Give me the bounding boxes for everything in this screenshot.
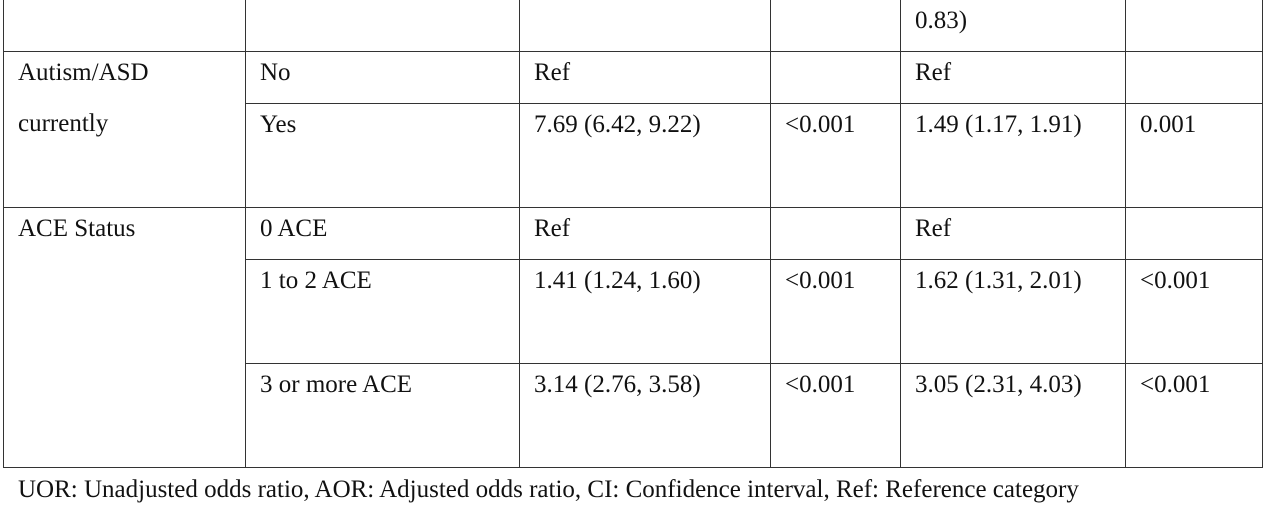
uor-p-cell bbox=[770, 0, 901, 52]
aor-cell-text: 1.49 (1.17, 1.91) bbox=[915, 111, 1082, 138]
table-row: 0.83) bbox=[3, 0, 1263, 52]
aor-cell: Ref bbox=[900, 207, 1126, 260]
uor-cell: Ref bbox=[519, 51, 771, 104]
aor-p-cell bbox=[1125, 51, 1263, 104]
level-cell bbox=[245, 0, 520, 52]
level-cell-text: 0 ACE bbox=[260, 215, 328, 242]
table-row: Autism/ASD currently No Ref Ref bbox=[3, 51, 1263, 208]
aor-p-cell: <0.001 bbox=[1125, 363, 1263, 468]
uor-p-cell-text: <0.001 bbox=[785, 371, 856, 398]
aor-p-cell bbox=[1125, 207, 1263, 260]
aor-cell: 3.05 (2.31, 4.03) bbox=[900, 363, 1126, 468]
level-cell: 3 or more ACE bbox=[245, 363, 520, 468]
aor-cell-text: Ref bbox=[915, 215, 952, 242]
group-cell: Autism/ASD currently bbox=[3, 51, 246, 208]
uor-cell-text: 1.41 (1.24, 1.60) bbox=[534, 267, 701, 294]
results-table: 0.83) Autism/ASD currently No Ref Ref Yes 7.69… bbox=[3, 0, 1263, 468]
aor-cell-text: 1.62 (1.31, 2.01) bbox=[915, 267, 1082, 294]
uor-p-cell: <0.001 bbox=[770, 363, 901, 468]
level-cell: No bbox=[245, 51, 520, 104]
group-cell bbox=[3, 0, 246, 52]
aor-p-cell: <0.001 bbox=[1125, 259, 1263, 364]
level-cell-text: 3 or more ACE bbox=[260, 371, 413, 398]
group-cell-text: ACE Status bbox=[18, 215, 136, 242]
uor-p-cell: <0.001 bbox=[770, 103, 901, 208]
uor-cell: 7.69 (6.42, 9.22) bbox=[519, 103, 771, 208]
uor-p-cell bbox=[770, 207, 901, 260]
uor-cell-text: 3.14 (2.76, 3.58) bbox=[534, 371, 701, 398]
level-cell-text: No bbox=[260, 59, 291, 86]
uor-cell-text: Ref bbox=[534, 215, 571, 242]
aor-p-cell-text: <0.001 bbox=[1140, 267, 1211, 294]
aor-p-cell bbox=[1125, 0, 1263, 52]
uor-cell: 3.14 (2.76, 3.58) bbox=[519, 363, 771, 468]
aor-p-cell-text: 0.001 bbox=[1140, 111, 1197, 138]
table-row: 1 to 2 ACE 1.41 (1.24, 1.60) <0.001 1.62 (1… bbox=[4, 259, 1263, 364]
level-cell-text: 1 to 2 ACE bbox=[260, 267, 372, 294]
aor-cell: 0.83) bbox=[900, 0, 1126, 52]
level-cell: Yes bbox=[245, 103, 520, 208]
uor-cell: 1.41 (1.24, 1.60) bbox=[519, 259, 771, 364]
aor-cell: Ref bbox=[900, 51, 1126, 104]
uor-p-cell bbox=[770, 51, 901, 104]
uor-p-cell-text: <0.001 bbox=[785, 267, 856, 294]
aor-cell-text: 0.83) bbox=[915, 7, 968, 34]
uor-p-cell: <0.001 bbox=[770, 259, 901, 364]
group-cell: ACE Status bbox=[3, 207, 246, 468]
level-cell-text: Yes bbox=[260, 111, 297, 138]
group-cell-text: Autism/ASD currently bbox=[18, 59, 149, 137]
aor-cell-text: Ref bbox=[915, 59, 952, 86]
aor-cell-text: 3.05 (2.31, 4.03) bbox=[915, 371, 1082, 398]
uor-p-cell-text: <0.001 bbox=[785, 111, 856, 138]
aor-cell: 1.62 (1.31, 2.01) bbox=[900, 259, 1126, 364]
aor-p-cell: 0.001 bbox=[1125, 103, 1263, 208]
uor-cell: Ref bbox=[519, 207, 771, 260]
uor-cell-text: 7.69 (6.42, 9.22) bbox=[534, 111, 701, 138]
table-row: 3 or more ACE 3.14 (2.76, 3.58) <0.001 3.05… bbox=[4, 363, 1263, 468]
aor-p-cell-text: <0.001 bbox=[1140, 371, 1211, 398]
table-row: ACE Status 0 ACE Ref Ref bbox=[3, 207, 1263, 468]
level-cell: 0 ACE bbox=[245, 207, 520, 260]
level-cell: 1 to 2 ACE bbox=[245, 259, 520, 364]
uor-cell bbox=[519, 0, 771, 52]
aor-cell: 1.49 (1.17, 1.91) bbox=[900, 103, 1126, 208]
footnote: UOR: Unadjusted odds ratio, AOR: Adjuste… bbox=[18, 476, 1079, 503]
uor-cell-text: Ref bbox=[534, 59, 571, 86]
